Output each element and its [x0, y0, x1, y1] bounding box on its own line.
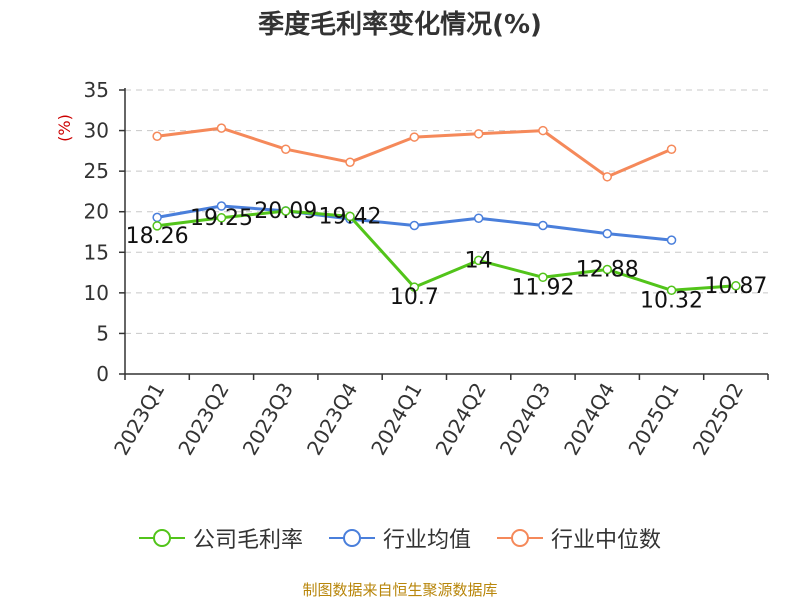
data-point [666, 235, 677, 245]
y-tick-label: 15 [84, 240, 109, 264]
data-label: 14 [465, 248, 493, 273]
data-point [152, 221, 162, 231]
y-tick-label: 20 [84, 200, 109, 224]
x-tick-label: 2024Q1 [366, 379, 426, 460]
data-point [281, 144, 291, 154]
y-tick-label: 5 [96, 321, 109, 345]
data-point [409, 282, 420, 292]
data-point [345, 157, 355, 167]
data-point [538, 125, 548, 136]
x-tick-label: 2024Q2 [431, 379, 491, 460]
data-label: 11.92 [511, 275, 574, 300]
data-point [473, 213, 484, 223]
data-point [731, 281, 741, 291]
y-tick-label: 30 [84, 119, 109, 143]
data-point [216, 201, 227, 211]
data-label: 19.25 [190, 206, 253, 231]
x-tick-label: 2024Q3 [495, 379, 555, 460]
series-line [157, 209, 737, 292]
x-tick-label: 2025Q1 [623, 379, 683, 460]
y-tick-label: 25 [84, 159, 109, 183]
data-label: 10.7 [390, 285, 439, 310]
data-label: 19.42 [319, 204, 382, 229]
legend-item-industry-mean[interactable]: 行业均值 [328, 522, 471, 554]
data-point [602, 228, 612, 239]
legend: 公司毛利率 行业均值 行业中位数 [0, 522, 800, 554]
data-point [409, 220, 420, 231]
x-tick-label: 2023Q4 [302, 379, 362, 460]
y-tick-label: 10 [84, 281, 109, 305]
x-tick-label: 2023Q2 [173, 379, 233, 460]
legend-item-industry-median[interactable]: 行业中位数 [497, 522, 661, 554]
y-tick-label: 0 [96, 362, 109, 386]
data-point [666, 144, 677, 154]
data-point [666, 285, 677, 296]
data-label: 12.88 [576, 257, 639, 282]
x-tick-label: 2023Q1 [109, 379, 169, 460]
data-point [216, 213, 227, 223]
x-tick-label: 2024Q4 [559, 379, 619, 460]
data-point [538, 220, 548, 231]
data-point [409, 132, 420, 142]
data-point [473, 255, 484, 266]
x-tick-label: 2025Q2 [688, 379, 748, 460]
data-label: 10.32 [640, 288, 703, 313]
y-tick-label: 35 [84, 78, 109, 102]
data-point [602, 264, 612, 275]
data-point [473, 129, 484, 139]
data-point [538, 272, 548, 283]
data-point [152, 131, 162, 142]
data-point [602, 172, 612, 182]
x-tick-label: 2023Q3 [238, 379, 298, 460]
data-label: 18.26 [126, 224, 189, 249]
data-point [216, 123, 227, 133]
legend-label: 行业均值 [382, 528, 471, 553]
chart-title: 季度毛利率变化情况(%) [258, 10, 542, 40]
legend-marker-icon [497, 528, 543, 548]
data-point [281, 206, 291, 216]
data-label: 20.09 [254, 199, 317, 224]
source-note: 制图数据来自恒生聚源数据库 [302, 581, 498, 599]
legend-marker-icon [138, 528, 185, 548]
legend-marker-icon [328, 528, 375, 548]
legend-label: 公司毛利率 [192, 528, 303, 553]
data-point [152, 212, 162, 223]
data-label: 10.87 [704, 274, 767, 299]
y-axis-label: (%) [55, 114, 74, 142]
legend-label: 行业中位数 [551, 528, 662, 553]
data-point [345, 211, 355, 222]
legend-item-company-gross-margin[interactable]: 公司毛利率 [138, 522, 303, 554]
